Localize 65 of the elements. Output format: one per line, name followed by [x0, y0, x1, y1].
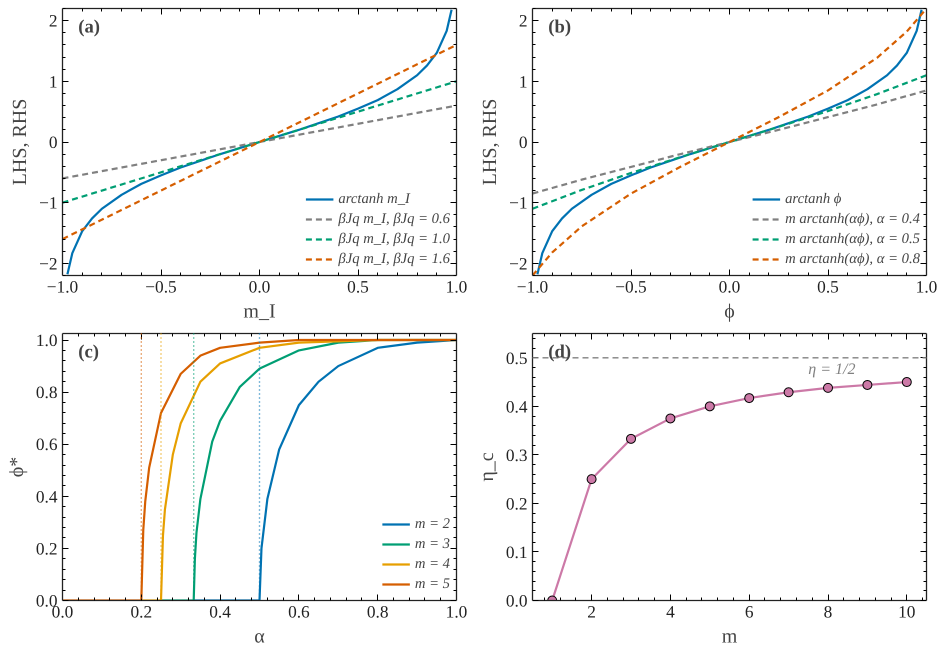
y-tick-label: −2	[509, 254, 528, 274]
y-tick-label: 0.6	[36, 435, 58, 454]
legend-label: arctanh ϕ	[785, 190, 842, 208]
y-tick-label: 0.2	[506, 494, 528, 514]
x-tick-label: 0.6	[288, 602, 310, 622]
x-axis-title: α	[254, 626, 266, 648]
y-tick-label: 0.1	[506, 542, 528, 562]
y-tick-label: −1	[39, 194, 58, 213]
x-tick-label: 0.5	[347, 278, 369, 296]
y-tick-label: 1	[518, 72, 528, 92]
y-tick-label: 1	[48, 72, 58, 92]
x-tick-label: 2	[587, 602, 596, 622]
y-tick-label: 0	[518, 133, 528, 152]
y-tick-label: 0	[48, 133, 58, 152]
y-tick-label: 0.4	[506, 397, 528, 416]
y-tick-label: 0.5	[506, 348, 528, 368]
x-axis-title: m	[722, 626, 738, 648]
y-tick-label: 0.3	[506, 446, 528, 465]
x-tick-label: 8	[824, 602, 832, 622]
y-axis-title: LHS, RHS	[479, 98, 502, 186]
x-tick-label: 0.8	[366, 602, 389, 622]
x-axis-title: ϕ	[724, 300, 735, 322]
annotation: (a)	[78, 16, 100, 38]
y-axis-title: LHS, RHS	[9, 98, 32, 186]
x-tick-label: 0.5	[817, 278, 839, 296]
y-axis-title: ϕ*	[6, 456, 28, 478]
ref-line-label: η = 1/2	[808, 360, 856, 378]
annotation: (b)	[548, 16, 572, 38]
legend-label: m arctanh(αϕ), α = 0.5	[785, 230, 920, 248]
x-tick-label: 0.4	[209, 602, 232, 622]
y-tick-label: 2	[518, 12, 528, 31]
x-tick-label: 0.0	[248, 278, 270, 296]
y-tick-label: 0.8	[36, 383, 58, 402]
legend-label: βJq m_I, βJq = 1.6	[338, 250, 450, 268]
x-tick-label: 10	[898, 602, 916, 622]
annotation: (c)	[78, 342, 99, 363]
y-axis-title: η_c	[476, 452, 498, 482]
legend-label: m arctanh(αϕ), α = 0.4	[785, 210, 920, 228]
x-tick-label: 1.0	[446, 602, 468, 622]
legend-label: βJq m_I, βJq = 0.6	[338, 210, 450, 228]
legend-label: βJq m_I, βJq = 1.0	[338, 230, 450, 248]
x-tick-label: 6	[744, 602, 754, 622]
x-tick-label: −0.5	[615, 278, 647, 296]
legend-label: m = 4	[414, 556, 450, 572]
y-tick-label: 0.4	[36, 487, 58, 506]
x-tick-label: 0.0	[718, 278, 740, 296]
legend-label: m arctanh(αϕ), α = 0.8	[785, 250, 920, 268]
x-axis-title: m_I	[243, 300, 276, 322]
y-tick-label: 0.2	[36, 539, 58, 558]
y-tick-label: −2	[39, 254, 58, 274]
x-tick-label: 4	[666, 602, 676, 622]
y-tick-label: 2	[48, 12, 58, 31]
annotation: (d)	[548, 342, 572, 363]
y-tick-label: −1	[509, 194, 528, 213]
legend-label: m = 2	[414, 516, 450, 532]
legend-label: m = 3	[414, 536, 450, 552]
x-tick-label: −1.0	[516, 278, 548, 296]
x-tick-label: 1.0	[446, 278, 468, 296]
legend-label: arctanh m_I	[338, 190, 410, 208]
x-tick-label: 1.0	[916, 278, 938, 296]
y-tick-label: 1.0	[36, 331, 58, 350]
legend-label: m = 5	[414, 576, 450, 592]
x-tick-label: 0.2	[130, 602, 152, 622]
x-tick-label: −1.0	[46, 278, 78, 296]
x-tick-label: −0.5	[145, 278, 177, 296]
